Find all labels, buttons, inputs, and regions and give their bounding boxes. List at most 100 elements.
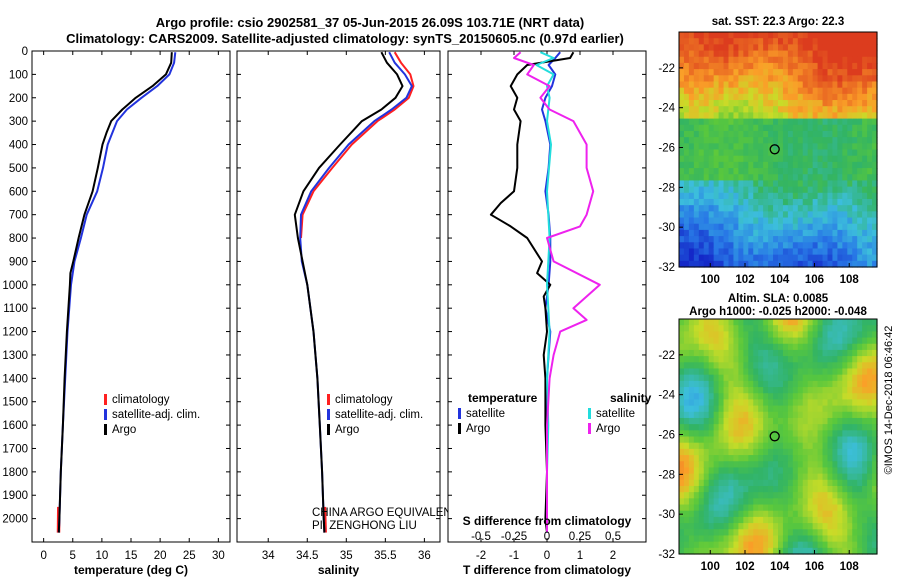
p-sst-cell <box>679 81 685 89</box>
p-sla-cell <box>723 504 730 512</box>
p-sla-cell <box>792 393 799 400</box>
p-sst-cell <box>857 254 863 262</box>
p-sst-cell <box>688 124 695 132</box>
p-sst-cell <box>817 198 824 206</box>
p-sla-cell <box>778 319 784 326</box>
p-sla-cell <box>753 337 759 345</box>
p-sla-cell <box>753 479 759 487</box>
p-sla-cell <box>787 331 794 339</box>
p-sst-cell <box>817 236 824 243</box>
p-sst-cell <box>698 149 705 157</box>
p-sla-cell <box>778 467 784 475</box>
p-sst-cell <box>792 236 799 243</box>
p-sla-cell <box>708 547 715 555</box>
p-sst-cell <box>787 223 794 231</box>
p-sst-cell <box>683 161 690 169</box>
p-sla-cell <box>787 448 794 456</box>
p-sst-cell <box>763 211 769 219</box>
p-sst-cell <box>743 236 749 243</box>
p-sla-cell <box>679 325 685 332</box>
p-sst-cell <box>872 112 878 120</box>
p-sla-cell <box>753 467 759 475</box>
p-sst-cell <box>773 198 779 206</box>
p-sst-cell <box>683 130 690 138</box>
p-sst-cell <box>693 205 700 212</box>
p-sla-cell <box>802 356 809 363</box>
p-sst-cell <box>778 168 784 175</box>
p-sla-cell <box>812 417 819 425</box>
p-sst-cell <box>753 56 759 64</box>
p-sla-cell <box>733 529 739 537</box>
x-tick-label: 108 <box>840 274 860 286</box>
p-sst-cell <box>852 192 858 200</box>
p-sst-cell <box>738 50 744 58</box>
p-sla-cell <box>832 374 838 382</box>
p-sla-cell <box>822 473 829 481</box>
p-sst-cell <box>723 149 730 157</box>
p-sla-cell <box>688 430 695 438</box>
p-sla-cell <box>683 399 690 407</box>
p-sst-cell <box>748 130 754 138</box>
p-sla-cell <box>713 368 720 376</box>
p-sla-cell <box>718 541 725 549</box>
p-sst-cell <box>713 106 720 113</box>
p-sst-cell <box>822 192 829 200</box>
p-sla-cell <box>748 523 754 530</box>
p-sst-cell <box>857 174 863 182</box>
p-sla-cell <box>852 343 858 351</box>
p-sst-cell <box>679 168 685 175</box>
p-sst-cell <box>683 155 690 163</box>
p-sst-cell <box>723 198 730 206</box>
p-sst-cell <box>743 248 749 256</box>
p-sla-cell <box>738 374 744 382</box>
p-sla-cell <box>792 374 799 382</box>
p-sst-cell <box>842 69 848 76</box>
p-sla-cell <box>852 461 858 469</box>
p-sla-cell <box>693 356 700 363</box>
p-sst-cell <box>733 174 739 182</box>
p-sla-cell <box>847 485 853 493</box>
p-sla-cell <box>708 411 715 419</box>
p-sst-cell <box>718 180 725 188</box>
p-sla-cell <box>679 399 685 407</box>
p-sst-cell <box>827 205 834 212</box>
p-sst-cell <box>827 93 834 101</box>
p-sla-cell <box>743 343 749 351</box>
p-sla-cell <box>822 492 829 499</box>
p-sla-cell <box>733 368 739 376</box>
p-sst-cell <box>802 248 809 256</box>
p-sst-cell <box>683 211 690 219</box>
p-sla-cell <box>842 510 848 518</box>
p-sst-cell <box>728 44 735 52</box>
p-sla-cell <box>708 368 715 376</box>
p-sla-cell <box>718 387 725 394</box>
p-sla-cell <box>768 374 774 382</box>
p-sla-cell <box>683 411 690 419</box>
p-sla-cell <box>847 455 853 462</box>
p-sla-cell <box>852 399 858 407</box>
p-sst-cell <box>852 38 858 45</box>
p-sla-cell <box>792 467 799 475</box>
p-sla-cell <box>679 461 685 469</box>
p-sst-cell <box>773 32 779 39</box>
p-sla-cell <box>857 442 863 450</box>
p-sla-cell <box>733 356 739 363</box>
p-sst-cell <box>842 254 848 262</box>
p-sla-cell <box>683 535 690 543</box>
p-sst-cell <box>708 50 715 58</box>
p-sst-cell <box>698 223 705 231</box>
p-sst-cell <box>768 161 774 169</box>
p-sst-cell <box>862 217 868 225</box>
p-sst-cell <box>807 81 814 89</box>
p-sla-cell <box>733 492 739 499</box>
p-sla-cell <box>802 461 809 469</box>
p-sst-cell <box>738 223 744 231</box>
p-sst-cell <box>837 143 843 151</box>
p-sla-cell <box>872 492 878 499</box>
p-sla-cell <box>738 387 744 394</box>
p-sst-cell <box>822 180 829 188</box>
p-sla-cell <box>872 374 878 382</box>
p-sst-cell <box>713 75 720 83</box>
p-sla-cell <box>787 485 794 493</box>
p-sst-cell <box>748 87 754 95</box>
